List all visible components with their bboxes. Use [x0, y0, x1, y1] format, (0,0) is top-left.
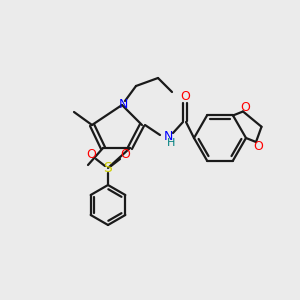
- Text: O: O: [86, 148, 96, 160]
- Text: S: S: [103, 161, 112, 175]
- Text: N: N: [118, 98, 128, 110]
- Text: O: O: [253, 140, 263, 152]
- Text: N: N: [163, 130, 173, 143]
- Text: O: O: [240, 101, 250, 114]
- Text: O: O: [120, 148, 130, 160]
- Text: H: H: [167, 138, 175, 148]
- Text: O: O: [180, 91, 190, 103]
